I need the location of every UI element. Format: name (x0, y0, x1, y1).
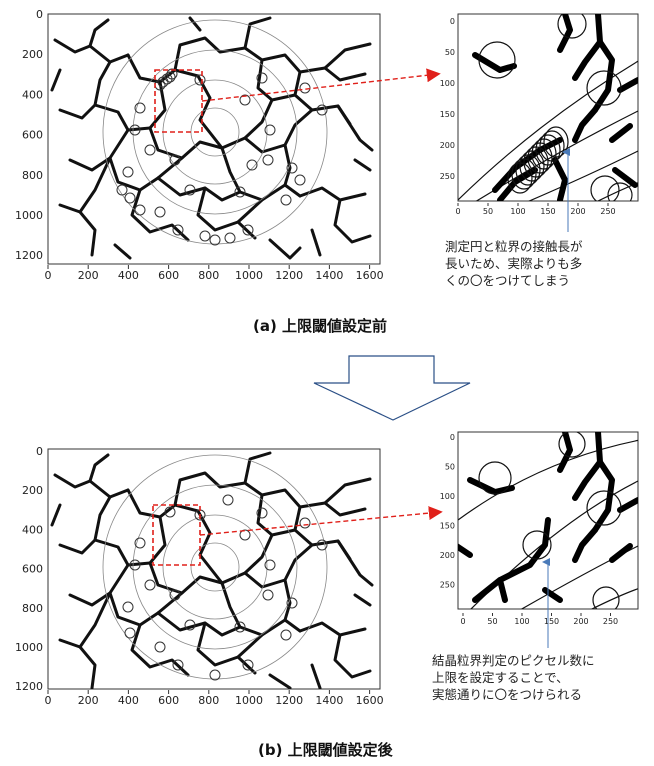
grain-boundary-image-b (50, 451, 374, 689)
zoom-b-x-tick-label: 50 (487, 617, 497, 626)
zoom-plot-b (457, 431, 639, 648)
main-b-x-tick-label: 1000 (235, 694, 263, 707)
panel-a: 0 200 400 600 800 1000 1200 1400 160002004006008… (15, 8, 639, 282)
zoom-b-y-tick-label: 250 (440, 581, 455, 590)
main-b-y-tick-label: 0 (36, 445, 43, 458)
note-b-line-3: 実態通りに〇をつけられる (432, 687, 583, 702)
main-a-x-tick-label: 600 (158, 269, 179, 282)
main-plot-b (47, 448, 381, 690)
main-b-y-tick-label: 800 (22, 602, 43, 615)
zoom-b-y-tick-label: 200 (440, 551, 455, 560)
main-a-y-tick-label: 0 (36, 8, 43, 21)
main-plot-a (47, 13, 381, 265)
panel-b: 0 200 400 600 800 1000 1200 1400 160002004006008… (15, 431, 639, 707)
zoom-marked-circles-b (478, 432, 622, 609)
caption-b: (b) 上限閾値設定後 (258, 741, 393, 759)
zoom-plot-a-ticks: 0 50 100 150 200 250 0 50 100 150 200 250 (440, 17, 616, 216)
zoom-region-box-a (154, 69, 203, 133)
main-b-y-tick-label: 1200 (15, 680, 43, 693)
zoom-a-x-tick-label: 100 (510, 207, 525, 216)
main-b-x-tick-label: 1600 (356, 694, 384, 707)
zoom-a-y-tick-label: 50 (445, 48, 455, 57)
zoom-a-y-tick-label: 0 (450, 17, 455, 26)
note-a-line-3: くの〇をつけてしまう (445, 273, 571, 288)
zoom-b-y-tick-label: 100 (440, 492, 455, 501)
main-b-x-tick-label: 0 (45, 694, 52, 707)
caption-a: (a) 上限閾値設定前 (253, 317, 388, 335)
main-a-y-tick-label: 1000 (15, 209, 43, 222)
main-plot-b-ticks: 0 200 400 600 800 1000 1200 1400 1600 0 200 400 600 8… (15, 445, 384, 707)
zoom-connector-arrow-b (199, 506, 443, 536)
zoom-b-x-tick-label: 200 (573, 617, 588, 626)
zoom-a-x-tick-label: 200 (570, 207, 585, 216)
zoom-plot-a (457, 13, 639, 232)
main-b-y-tick-label: 200 (22, 484, 43, 497)
note-a-line-2: 長いため、実際よりも多 (445, 256, 583, 271)
main-b-x-tick-label: 1400 (315, 694, 343, 707)
main-a-x-tick-label: 800 (198, 269, 219, 282)
zoom-a-x-tick-label: 50 (483, 207, 493, 216)
zoom-b-x-tick-label: 100 (514, 617, 529, 626)
main-a-x-tick-label: 0 (45, 269, 52, 282)
zoom-b-y-tick-label: 150 (440, 522, 455, 531)
zoom-arcs-a (458, 60, 638, 201)
zoom-a-x-tick-label: 0 (455, 207, 460, 216)
zoom-a-x-tick-label: 250 (600, 207, 615, 216)
main-a-x-tick-label: 1400 (315, 269, 343, 282)
note-b: 結晶粒界判定のピクセル数に 上限を設定することで、 実態通りに〇をつけられる (432, 652, 595, 703)
zoom-a-y-tick-label: 250 (440, 172, 455, 181)
zoom-a-y-tick-label: 150 (440, 110, 455, 119)
note-b-line-2: 上限を設定することで、 (432, 670, 569, 685)
main-a-x-tick-label: 400 (118, 269, 139, 282)
main-b-y-tick-label: 400 (22, 523, 43, 536)
zoom-a-y-tick-label: 200 (440, 141, 455, 150)
main-a-x-tick-label: 1000 (235, 269, 263, 282)
transition-down-arrow (313, 355, 471, 421)
zoom-a-y-tick-label: 100 (440, 79, 455, 88)
note-a-line-1: 測定円と粒界の接触長が (445, 239, 583, 254)
main-a-y-tick-label: 200 (22, 48, 43, 61)
main-b-x-tick-label: 600 (158, 694, 179, 707)
main-a-y-tick-label: 600 (22, 129, 43, 142)
main-plot-a-ticks: 0 200 400 600 800 1000 1200 1400 1600 0 200 400 600 8… (15, 8, 384, 282)
marked-intersections-a (116, 68, 328, 246)
zoom-a-x-tick-label: 150 (540, 207, 555, 216)
zoom-plot-b-ticks: 0 50 100 150 200 250 0 50 100 150 200 250 (440, 433, 618, 626)
main-a-x-tick-label: 1600 (356, 269, 384, 282)
main-b-y-tick-label: 600 (22, 563, 43, 576)
zoom-b-x-tick-label: 0 (460, 617, 465, 626)
grain-boundary-image-a (50, 16, 374, 260)
note-b-line-1: 結晶粒界判定のピクセル数に (432, 653, 595, 668)
zoom-b-x-tick-label: 150 (544, 617, 559, 626)
main-b-x-tick-label: 200 (78, 694, 99, 707)
zoom-grain-boundaries-b (458, 432, 638, 603)
zoom-marked-circles-a (478, 14, 633, 201)
main-a-x-tick-label: 200 (78, 269, 99, 282)
main-a-y-tick-label: 1200 (15, 249, 43, 262)
main-b-y-tick-label: 1000 (15, 641, 43, 654)
zoom-b-y-tick-label: 50 (445, 463, 455, 472)
main-a-y-tick-label: 400 (22, 88, 43, 101)
main-b-x-tick-label: 800 (198, 694, 219, 707)
zoom-b-x-tick-label: 250 (603, 617, 618, 626)
note-a: 測定円と粒界の接触長が 長いため、実際よりも多 くの〇をつけてしまう (445, 238, 583, 289)
main-b-x-tick-label: 1200 (275, 694, 303, 707)
main-a-x-tick-label: 1200 (275, 269, 303, 282)
main-b-x-tick-label: 400 (118, 694, 139, 707)
measurement-circles-b (102, 454, 328, 680)
main-a-y-tick-label: 800 (22, 169, 43, 182)
zoom-b-y-tick-label: 0 (450, 433, 455, 442)
